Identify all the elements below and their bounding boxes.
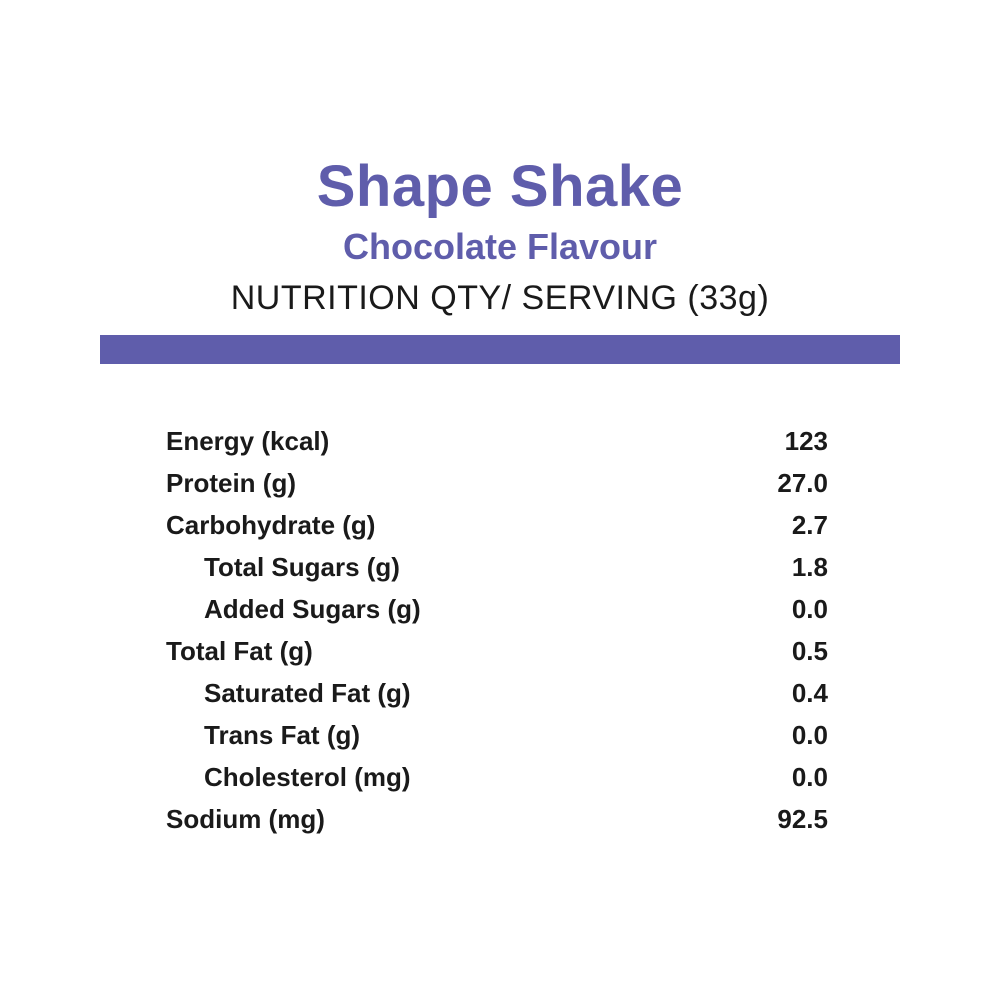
nutrient-label: Added Sugars (g) <box>204 593 421 624</box>
nutrient-value: 1.8 <box>791 551 828 582</box>
nutrient-label: Energy (kcal) <box>166 425 330 456</box>
nutrition-row: Total Fat (g) 0.5 <box>166 630 828 672</box>
divider-bar <box>100 335 900 364</box>
nutrition-subrow: Added Sugars (g) 0.0 <box>166 588 828 630</box>
nutrient-label: Sodium (mg) <box>166 803 325 834</box>
nutrient-value: 123 <box>784 425 828 456</box>
nutrient-label: Cholesterol (mg) <box>204 761 411 792</box>
nutrition-row: Protein (g) 27.0 <box>166 462 828 504</box>
product-title: Shape Shake <box>316 154 684 219</box>
nutrition-subrow: Cholesterol (mg) 0.0 <box>166 756 828 798</box>
nutrition-subrow: Saturated Fat (g) 0.4 <box>166 672 828 714</box>
nutrition-table: Energy (kcal) 123 Protein (g) 27.0 Carbo… <box>166 420 828 840</box>
nutrient-label: Total Sugars (g) <box>204 551 400 582</box>
nutrient-value: 0.4 <box>791 677 828 708</box>
nutrition-row: Carbohydrate (g) 2.7 <box>166 504 828 546</box>
serving-header: NUTRITION QTY/ SERVING (33g) <box>230 279 770 317</box>
flavour-subtitle: Chocolate Flavour <box>342 226 658 267</box>
nutrient-value: 27.0 <box>777 467 828 498</box>
nutrition-row: Sodium (mg) 92.5 <box>166 798 828 840</box>
nutrition-subrow: Trans Fat (g) 0.0 <box>166 714 828 756</box>
nutrient-label: Carbohydrate (g) <box>166 509 376 540</box>
nutrient-value: 0.0 <box>791 761 828 792</box>
nutrient-value: 92.5 <box>777 803 828 834</box>
nutrition-subrow: Total Sugars (g) 1.8 <box>166 546 828 588</box>
nutrient-label: Saturated Fat (g) <box>204 677 411 708</box>
nutrient-value: 0.5 <box>791 635 828 666</box>
nutrient-value: 0.0 <box>791 719 828 750</box>
nutrient-label: Trans Fat (g) <box>204 719 361 750</box>
nutrition-row: Energy (kcal) 123 <box>166 420 828 462</box>
nutrient-label: Total Fat (g) <box>166 635 313 666</box>
nutrient-label: Protein (g) <box>166 467 296 498</box>
nutrient-value: 0.0 <box>791 593 828 624</box>
nutrient-value: 2.7 <box>791 509 828 540</box>
